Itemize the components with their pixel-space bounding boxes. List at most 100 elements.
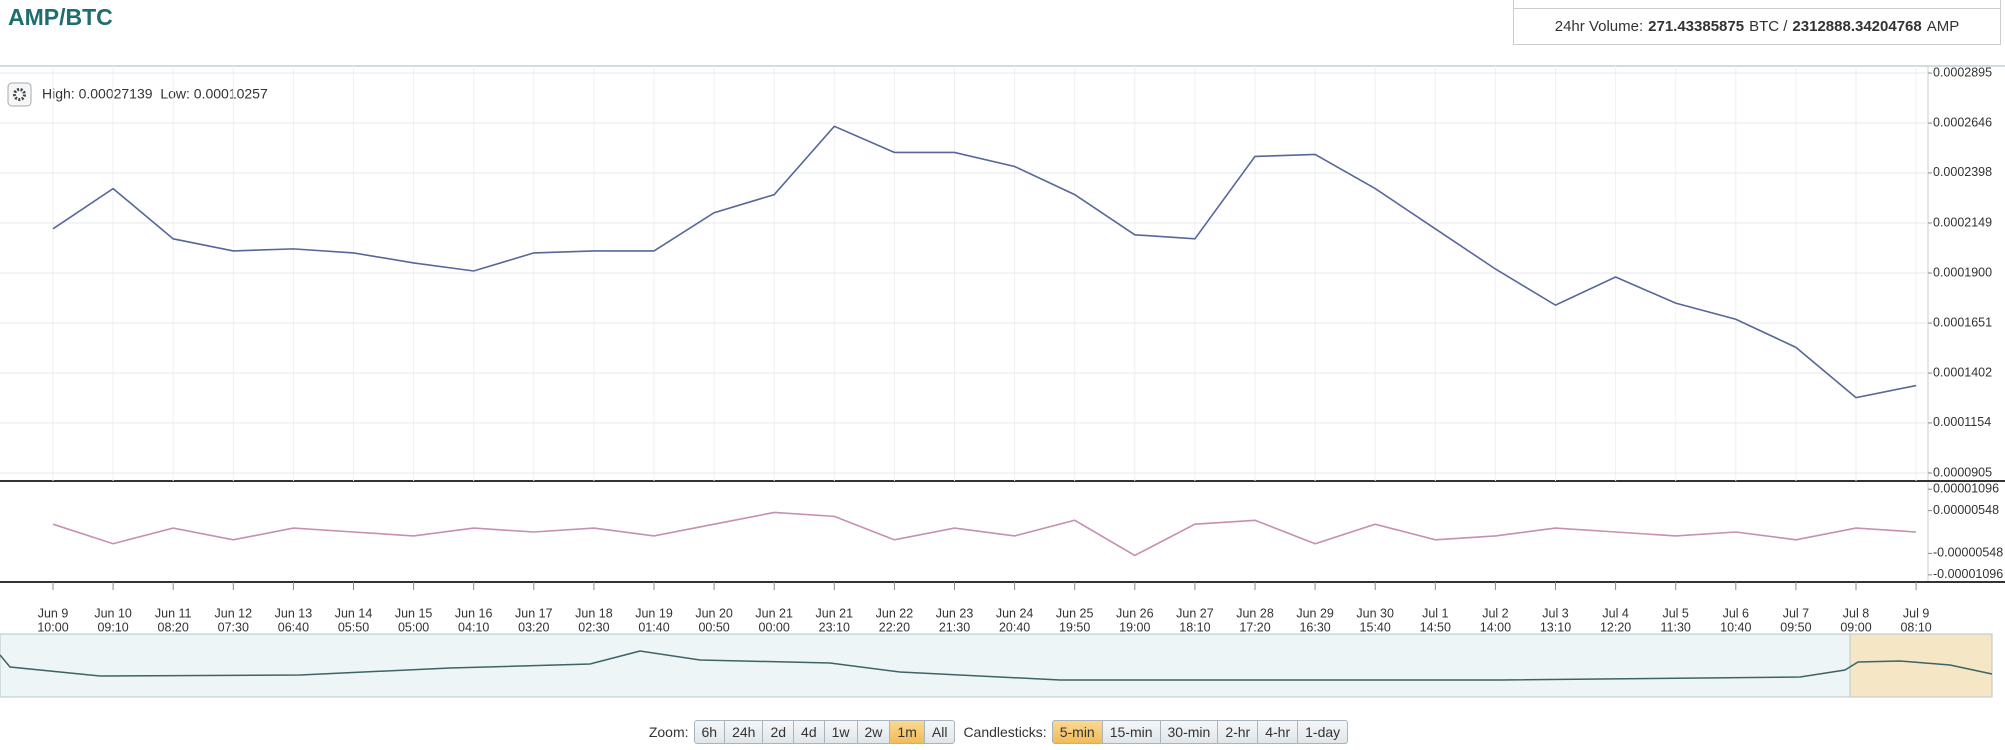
zoom-button[interactable]: All	[923, 720, 956, 744]
zoom-button[interactable]: 4d	[793, 720, 825, 744]
x-tick-time: 19:00	[1119, 620, 1150, 634]
x-tick-date: Jul 1	[1422, 606, 1448, 620]
navigator	[0, 633, 1993, 698]
x-tick-time: 06:40	[278, 620, 309, 634]
x-tick-time: 09:50	[1780, 620, 1811, 634]
volume-amp-unit: AMP	[1926, 18, 1960, 35]
x-tick-time: 01:40	[638, 620, 669, 634]
x-tick-time: 09:10	[97, 620, 128, 634]
zoom-button[interactable]: 24h	[724, 720, 764, 744]
settings-button[interactable]	[7, 82, 32, 107]
x-tick-date: Jun 25	[1056, 606, 1094, 620]
x-tick-date: Jun 13	[275, 606, 313, 620]
controls: Zoom: 6h 24h 2d 4d 1w 2w 1m All Candlesticks: 5…	[0, 720, 2005, 744]
y-tick-label: -0.00000548	[1933, 546, 2003, 560]
x-tick-time: 17:20	[1239, 620, 1270, 634]
candle-button[interactable]: 5-min	[1051, 720, 1103, 744]
y-tick-label: 0.0001154	[1933, 415, 1991, 429]
zoom-button[interactable]: 2d	[762, 720, 795, 744]
x-tick-time: 10:40	[1720, 620, 1751, 634]
x-tick-time: 21:30	[939, 620, 970, 634]
y-tick-label: -0.00001096	[1933, 567, 2003, 581]
x-tick-date: Jun 16	[455, 606, 493, 620]
x-tick-time: 08:10	[1900, 620, 1931, 634]
x-tick-date: Jun 27	[1176, 606, 1214, 620]
candles-label: Candlesticks:	[963, 724, 1047, 740]
zoom-button[interactable]: 1m	[889, 720, 925, 744]
stats-box	[1513, 0, 2001, 8]
x-tick-date: Jun 26	[1116, 606, 1154, 620]
x-tick-date: Jun 29	[1296, 606, 1334, 620]
x-tick-time: 05:00	[398, 620, 429, 634]
x-tick-time: 20:40	[999, 620, 1030, 634]
navigator-line	[0, 650, 1993, 681]
x-tick-time: 00:00	[759, 620, 790, 634]
x-tick-date: Jun 15	[395, 606, 433, 620]
x-tick-date: Jun 30	[1356, 606, 1394, 620]
y-tick-label: 0.0002646	[1933, 115, 1992, 129]
x-tick-date: Jun 10	[94, 606, 132, 620]
candle-button[interactable]: 2-hr	[1217, 720, 1259, 744]
x-tick-date: Jul 5	[1662, 606, 1688, 620]
x-tick-time: 12:20	[1600, 620, 1631, 634]
candle-button[interactable]: 1-day	[1297, 720, 1349, 744]
x-tick-time: 05:50	[338, 620, 369, 634]
volume-box: 24hr Volume: 271.43385875 BTC / 2312888.…	[1513, 8, 2001, 45]
x-tick-time: 02:30	[578, 620, 609, 634]
x-tick-time: 23:10	[819, 620, 850, 634]
x-tick-time: 18:10	[1179, 620, 1210, 634]
x-tick-date: Jun 20	[695, 606, 733, 620]
volume-btc-unit: BTC /	[1749, 18, 1788, 35]
x-tick-date: Jun 21	[816, 606, 854, 620]
x-tick-date: Jun 17	[515, 606, 553, 620]
x-tick-date: Jun 14	[335, 606, 373, 620]
x-tick-time: 08:20	[158, 620, 189, 634]
candle-button[interactable]: 4-hr	[1257, 720, 1299, 744]
pair-title: AMP/BTC	[8, 4, 113, 30]
x-tick-date: Jul 4	[1602, 606, 1628, 620]
x-tick-time: 10:00	[37, 620, 68, 634]
zoom-group: 6h 24h 2d 4d 1w 2w 1m All	[693, 720, 956, 744]
x-tick-date: Jul 8	[1843, 606, 1869, 620]
zoom-button[interactable]: 2w	[856, 720, 891, 744]
x-tick-date: Jul 6	[1723, 606, 1749, 620]
y-tick-label: 0.0002895	[1933, 65, 1992, 79]
x-tick-date: Jul 2	[1482, 606, 1508, 620]
navigator-selection[interactable]	[1849, 633, 1993, 698]
x-tick-date: Jun 19	[635, 606, 673, 620]
gear-icon	[13, 88, 26, 101]
x-tick-time: 15:40	[1360, 620, 1391, 634]
y-tick-label: 0.00000548	[1933, 503, 1999, 517]
x-tick-date: Jun 9	[38, 606, 69, 620]
zoom-button[interactable]: 1w	[823, 720, 858, 744]
y-tick-label: 0.0002398	[1933, 165, 1992, 179]
volume-btc: 271.43385875	[1648, 18, 1745, 35]
y-tick-label: 0.0000905	[1933, 465, 1992, 479]
x-tick-time: 14:50	[1420, 620, 1451, 634]
y-tick-label: 0.0001651	[1933, 315, 1992, 329]
x-tick-date: Jun 23	[936, 606, 974, 620]
x-tick-time: 22:20	[879, 620, 910, 634]
price-line	[52, 125, 1917, 399]
candle-button[interactable]: 30-min	[1159, 720, 1219, 744]
x-tick-date: Jun 11	[155, 606, 192, 620]
zoom-button[interactable]: 6h	[693, 720, 726, 744]
chart: High: 0.00027139 Low: 0.00010257 Jun 910…	[0, 65, 2005, 698]
x-tick-date: Jun 28	[1236, 606, 1274, 620]
x-tick-time: 00:50	[698, 620, 729, 634]
x-tick-time: 09:00	[1840, 620, 1871, 634]
x-tick-date: Jun 24	[996, 606, 1034, 620]
y-tick-label: 0.0001402	[1933, 365, 1992, 379]
zoom-label: Zoom:	[648, 724, 689, 740]
x-tick-time: 13:10	[1540, 620, 1571, 634]
x-tick-date: Jul 9	[1903, 606, 1929, 620]
x-tick-time: 07:30	[218, 620, 249, 634]
x-tick-date: Jul 3	[1542, 606, 1568, 620]
y-tick-label: 0.00001096	[1933, 481, 1999, 495]
x-tick-date: Jul 7	[1783, 606, 1809, 620]
candle-button[interactable]: 15-min	[1101, 720, 1161, 744]
high-low: High: 0.00027139 Low: 0.00010257	[42, 86, 268, 102]
x-tick-time: 16:30	[1299, 620, 1330, 634]
y-tick-label: 0.0002149	[1933, 215, 1992, 229]
